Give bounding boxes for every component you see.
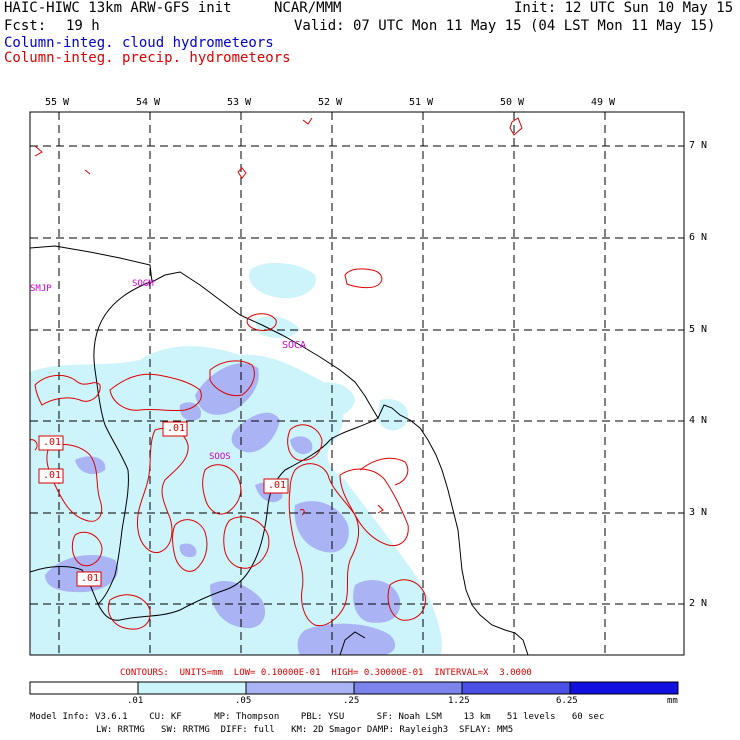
lon-label: 50 W — [500, 97, 525, 108]
forecast-hour: 19 h — [66, 18, 100, 34]
colorbar-tick: .25 — [343, 696, 360, 706]
lat-label: 6 N — [689, 232, 708, 243]
contour-value-label: .01 — [167, 423, 186, 434]
model-title: HAIC-HIWC 13km ARW-GFS init — [4, 0, 232, 16]
init-time: Init: 12 UTC Sun 10 May 15 — [514, 0, 734, 16]
field-label-cloud: Column-integ. cloud hydrometeors — [4, 35, 274, 51]
lon-label: 54 W — [136, 97, 161, 108]
lat-label: 4 N — [689, 415, 708, 426]
colorbar — [29, 681, 679, 695]
contours-info: CONTOURS: UNITS=mm LOW= 0.10000E-01 HIGH… — [120, 668, 532, 678]
forecast-label: Fcst: — [4, 18, 47, 34]
lon-label: 55 W — [45, 97, 70, 108]
lat-label: 2 N — [689, 598, 708, 609]
valid-time: Valid: 07 UTC Mon 11 May 15 (04 LST Mon … — [294, 18, 716, 34]
precip-contours — [30, 117, 523, 630]
station-label-soos: SOOS — [209, 452, 231, 462]
lon-label: 51 W — [409, 97, 434, 108]
map-frame — [29, 111, 685, 656]
station-label-sogm: SOGM — [132, 279, 154, 289]
cloud-shading-light — [30, 262, 442, 655]
contour-value-label: .01 — [43, 470, 62, 481]
coastline — [30, 245, 529, 655]
contour-value-label: .01 — [268, 480, 287, 491]
lat-label: 5 N — [689, 324, 708, 335]
lon-label: 53 W — [227, 97, 252, 108]
colorbar-tick: 1.25 — [448, 696, 470, 706]
org-label: NCAR/MMM — [274, 0, 342, 16]
graticule — [30, 112, 684, 655]
model-info-line: Model Info: V3.6.1 CU: KF MP: Thompson P… — [30, 712, 605, 722]
frame-ticks — [58, 112, 684, 605]
colorbar-unit: mm — [667, 696, 678, 706]
station-label-soca: SOCA — [282, 340, 307, 351]
lat-label: 7 N — [689, 140, 708, 151]
station-label-smjp: SMJP — [30, 284, 52, 294]
lon-label: 49 W — [591, 97, 616, 108]
colorbar-tick: 6.25 — [556, 696, 578, 706]
physics-info-line: LW: RRTMG SW: RRTMG DIFF: full KM: 2D Sm… — [96, 725, 514, 735]
contour-value-label: .01 — [43, 437, 62, 448]
lon-label: 52 W — [318, 97, 343, 108]
colorbar-tick: .05 — [235, 696, 252, 706]
field-label-precip: Column-integ. precip. hydrometeors — [4, 50, 291, 66]
contour-label-boxes — [38, 421, 289, 587]
contour-value-label: .01 — [81, 573, 100, 584]
lat-label: 3 N — [689, 507, 708, 518]
colorbar-tick: .01 — [127, 696, 144, 706]
